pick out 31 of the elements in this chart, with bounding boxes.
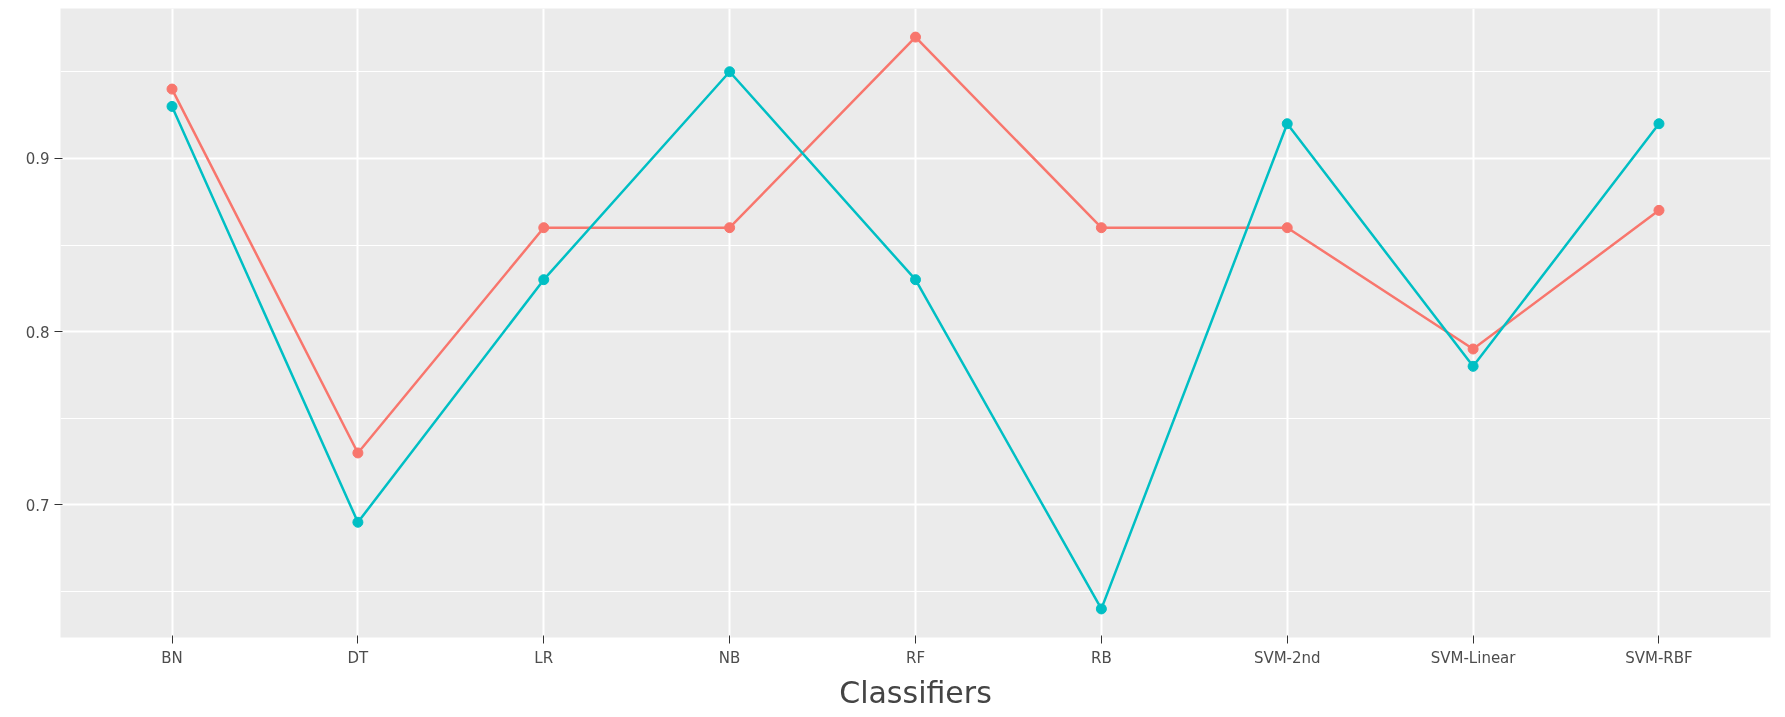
y-tick-label: 0.9 bbox=[25, 150, 50, 169]
x-tick-label: NB bbox=[718, 648, 741, 667]
y-tick-label: 0.7 bbox=[25, 496, 50, 515]
point bbox=[352, 516, 364, 528]
point bbox=[1095, 222, 1107, 234]
x-tick-label: RB bbox=[1091, 648, 1112, 667]
x-tick-label: LR bbox=[534, 648, 554, 667]
point bbox=[1653, 204, 1665, 216]
x-tick-label: DT bbox=[347, 648, 370, 667]
point bbox=[1095, 603, 1107, 615]
x-tick-label: SVM-Linear bbox=[1430, 648, 1517, 667]
x-tick-label: SVM-RBF bbox=[1625, 648, 1693, 667]
point bbox=[1281, 118, 1293, 130]
point bbox=[538, 274, 550, 286]
point bbox=[910, 274, 921, 286]
x-tick-label: RF bbox=[905, 648, 926, 667]
point bbox=[166, 100, 178, 112]
x-tick-label: BN bbox=[161, 648, 183, 667]
point bbox=[1653, 118, 1665, 130]
point bbox=[1467, 343, 1479, 355]
point bbox=[166, 83, 178, 95]
x-tick-label: SVM-2nd bbox=[1253, 648, 1321, 667]
point bbox=[352, 447, 364, 459]
point bbox=[910, 31, 921, 43]
point bbox=[538, 222, 550, 234]
point bbox=[1281, 222, 1293, 234]
point bbox=[1467, 360, 1479, 372]
point bbox=[724, 66, 736, 78]
y-tick-label: 0.8 bbox=[25, 323, 50, 342]
x-axis-title: Classifiers bbox=[839, 674, 992, 710]
point bbox=[724, 222, 736, 234]
